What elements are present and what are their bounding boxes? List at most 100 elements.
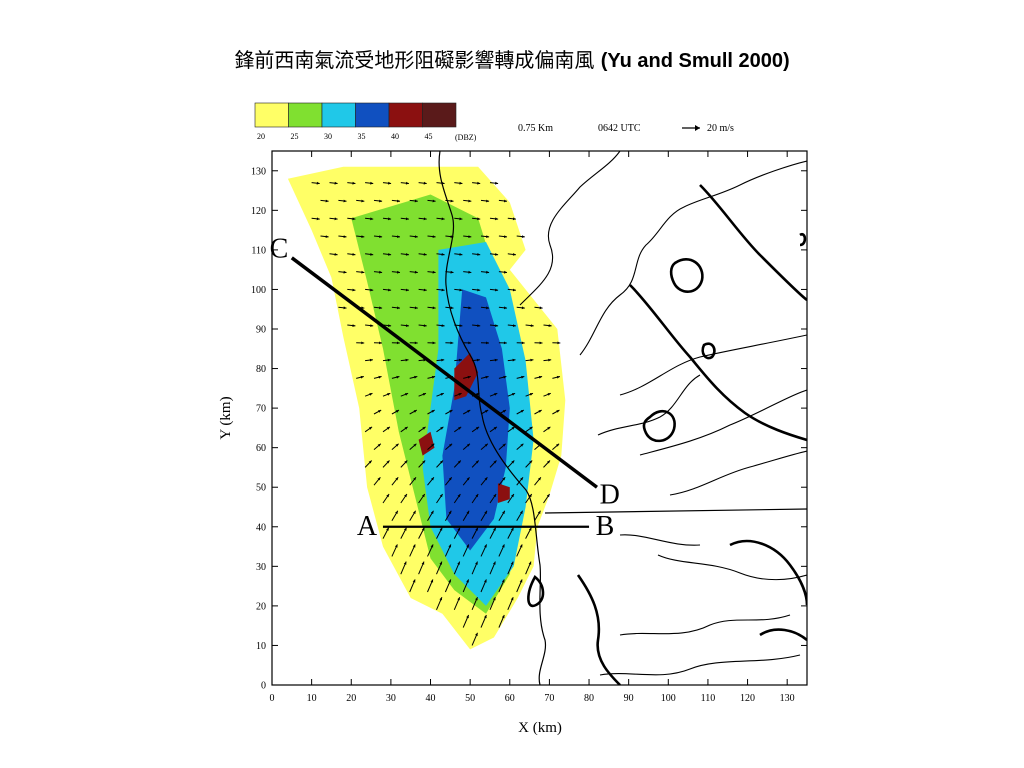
wind-vector-head [529, 494, 532, 498]
wind-vector-head [459, 358, 462, 362]
wind-vector-head [422, 393, 426, 396]
wind-vector-head [448, 544, 451, 548]
wind-vector-head [397, 199, 400, 203]
slide-title: 鋒前西南氣流受地形阻礙影響轉成偏南風 (Yu and Smull 2000) [0, 44, 1024, 73]
wind-vector-head [352, 181, 356, 185]
wind-vector-head [439, 561, 442, 565]
wind-vector-head [361, 235, 365, 238]
title-chinese: 鋒前西南氣流受地形阻礙影響轉成偏南風 [234, 48, 595, 72]
wind-vector-head [512, 217, 516, 221]
wind-vector-head [547, 426, 551, 430]
cross-section-line [290, 256, 599, 489]
wind-vector-head [556, 410, 560, 413]
wind-vector-head [512, 288, 516, 292]
wind-vector-head [556, 375, 560, 379]
wind-vector-head [343, 306, 347, 310]
wind-vector-head [530, 358, 534, 362]
wind-vector-head [379, 235, 383, 238]
wind-vector-head [423, 253, 427, 256]
y-tick-label: 40 [256, 522, 266, 533]
wind-vector-head [450, 199, 454, 203]
y-axis-ticks: 0 10 20 30 40 50 60 70 80 90 100 110 120 130 [251, 166, 807, 692]
wind-vector-head [477, 288, 481, 292]
wind-vector-head [441, 217, 445, 221]
wind-vector-head [510, 597, 514, 601]
y-tick-label: 110 [251, 245, 266, 256]
wind-vector-head [477, 253, 481, 256]
wind-vector-head [439, 494, 443, 498]
wind-vector-head [421, 527, 425, 531]
wind-vector-head [511, 393, 516, 396]
wind-vector-head [441, 253, 445, 256]
x-tick-label: 60 [505, 693, 515, 704]
wind-vector-head [423, 217, 427, 221]
wind-vector-head [502, 410, 506, 413]
wind-vector-head [316, 217, 320, 221]
wind-vector-head [369, 393, 373, 396]
vector-scale-arrow [682, 125, 700, 131]
wind-vector-head [450, 235, 454, 238]
wind-vector-head [459, 253, 463, 256]
wind-vector-head [432, 199, 436, 203]
wind-vector-head [504, 199, 507, 203]
wind-vector-head [370, 324, 374, 327]
wind-vector-head [370, 288, 374, 292]
wind-vector-head [512, 358, 516, 362]
x-tick-label: 20 [346, 693, 356, 704]
wind-vector-head [520, 510, 523, 514]
radar-figure: 20 25 30 35 40 45 (DBZ) 0.75 Km 0642 UTC 20 m… [200, 95, 820, 749]
wind-vector-head [396, 341, 400, 345]
colorbar-swatch [254, 102, 289, 128]
wind-vector-head [459, 181, 463, 185]
wind-vector-head [521, 375, 525, 379]
wind-vector-head [431, 477, 434, 481]
wind-vector-head [484, 544, 487, 548]
x-tick-label: 90 [624, 693, 634, 704]
colorbar-ticks: 20 25 30 35 40 45 [257, 132, 433, 141]
y-tick-label: 70 [256, 404, 266, 415]
wind-vector-head [468, 270, 472, 274]
wind-vector-head [512, 324, 516, 327]
wind-vector-head [440, 460, 443, 464]
wind-vector-head [450, 270, 454, 274]
cross-section-end-label: B [596, 511, 615, 542]
wind-vector-head [395, 477, 399, 481]
wind-vector-head [458, 393, 462, 396]
colorbar-swatch [321, 102, 356, 128]
wind-vector-head [325, 199, 329, 203]
wind-vector-head [388, 181, 392, 185]
wind-vector-head [538, 410, 542, 413]
wind-vector-head [448, 579, 451, 583]
wind-vector-head [352, 288, 356, 292]
wind-vector-head [432, 306, 436, 310]
wind-vector-head [377, 443, 381, 447]
wind-vector-head [485, 375, 489, 379]
wind-vector-head [414, 199, 418, 203]
wind-vector-head [503, 341, 507, 345]
reflectivity-region [418, 431, 435, 456]
wind-vector-head [495, 217, 499, 221]
wind-vector-head [492, 597, 496, 601]
wind-vector-head [457, 494, 461, 498]
wind-vector-head [397, 270, 400, 274]
y-tick-label: 100 [251, 285, 266, 296]
wind-vector-head [484, 579, 487, 583]
wind-vector-head [352, 217, 356, 221]
x-tick-label: 10 [307, 693, 317, 704]
wind-vector-head [430, 544, 434, 548]
wind-vector-head [457, 460, 461, 464]
wind-vector-head [343, 235, 347, 238]
wind-vector-head [502, 443, 506, 447]
wind-vector-head [477, 324, 481, 327]
wind-vector-head [529, 393, 533, 396]
wind-vector-head [361, 199, 365, 203]
wind-vector-head [403, 561, 407, 565]
wind-vector-head [421, 561, 425, 565]
wind-vector-head [459, 324, 463, 327]
wind-vector-head [414, 270, 418, 274]
wind-vector-head [476, 358, 480, 362]
wind-vector-head [519, 579, 523, 583]
cross-section-start-label: A [357, 511, 378, 542]
wind-vector-head [343, 199, 347, 203]
wind-vector-head [501, 544, 505, 548]
